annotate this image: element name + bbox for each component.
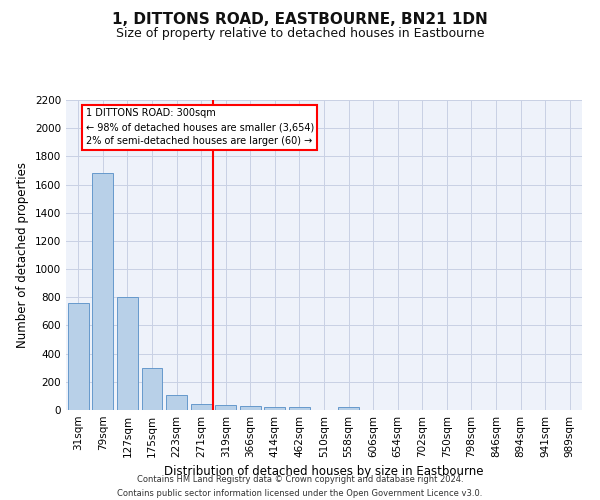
Text: 1, DITTONS ROAD, EASTBOURNE, BN21 1DN: 1, DITTONS ROAD, EASTBOURNE, BN21 1DN bbox=[112, 12, 488, 28]
Text: Size of property relative to detached houses in Eastbourne: Size of property relative to detached ho… bbox=[116, 28, 484, 40]
Bar bbox=[289, 407, 310, 410]
Bar bbox=[338, 407, 359, 410]
Bar bbox=[117, 298, 138, 410]
Bar bbox=[191, 404, 212, 410]
Bar bbox=[92, 174, 113, 410]
Bar bbox=[215, 405, 236, 410]
Bar bbox=[142, 368, 163, 410]
Y-axis label: Number of detached properties: Number of detached properties bbox=[16, 162, 29, 348]
Text: Contains HM Land Registry data © Crown copyright and database right 2024.
Contai: Contains HM Land Registry data © Crown c… bbox=[118, 476, 482, 498]
Bar bbox=[68, 303, 89, 410]
Text: 1 DITTONS ROAD: 300sqm
← 98% of detached houses are smaller (3,654)
2% of semi-d: 1 DITTONS ROAD: 300sqm ← 98% of detached… bbox=[86, 108, 314, 146]
Bar bbox=[166, 394, 187, 410]
X-axis label: Distribution of detached houses by size in Eastbourne: Distribution of detached houses by size … bbox=[164, 466, 484, 478]
Bar bbox=[265, 407, 286, 410]
Bar bbox=[240, 406, 261, 410]
